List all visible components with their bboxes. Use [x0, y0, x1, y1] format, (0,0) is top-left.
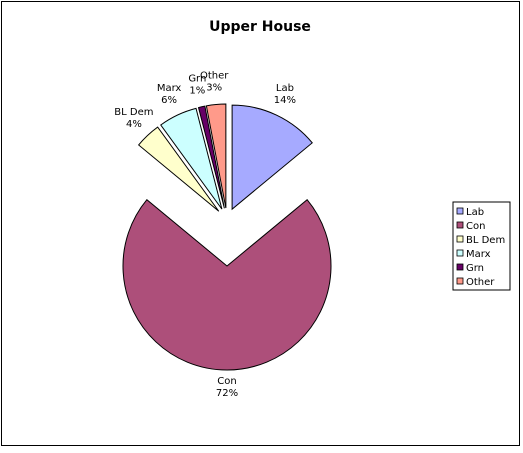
legend-swatch: [456, 221, 464, 229]
legend-label: Lab: [466, 207, 484, 218]
data-label-name: Other: [200, 71, 229, 82]
pie-slice: [197, 105, 225, 209]
data-label-name: Lab: [276, 83, 294, 94]
legend-label: Grn: [466, 263, 484, 274]
data-label-value: 4%: [126, 119, 142, 130]
data-label-name: BL Dem: [114, 107, 153, 118]
data-label-name: Grn: [188, 73, 206, 84]
legend-swatch: [456, 207, 464, 215]
legend-label: Con: [466, 221, 485, 232]
pie-slice: [205, 103, 227, 209]
legend-swatch: [456, 263, 464, 271]
legend-label: Other: [466, 277, 495, 288]
pie-slice: [122, 199, 332, 371]
data-label-name: Con: [217, 376, 236, 387]
legend-label: BL Dem: [466, 235, 505, 246]
data-label-value: 72%: [216, 388, 238, 399]
data-label-value: 6%: [161, 95, 177, 106]
chart-frame: [1, 1, 520, 446]
pie-slice: [231, 104, 313, 211]
data-label-value: 14%: [274, 95, 296, 106]
chart-title: Upper House: [209, 19, 311, 35]
legend-swatch: [456, 249, 464, 257]
legend-label: Marx: [466, 249, 491, 260]
data-label-value: 1%: [189, 85, 205, 96]
data-label-name: Marx: [157, 83, 182, 94]
legend-box: [452, 201, 511, 291]
legend-swatch: [456, 235, 464, 243]
legend-swatch: [456, 277, 464, 285]
pie-slice: [137, 126, 220, 212]
data-label-value: 3%: [206, 83, 222, 94]
pie-slice: [160, 107, 223, 210]
